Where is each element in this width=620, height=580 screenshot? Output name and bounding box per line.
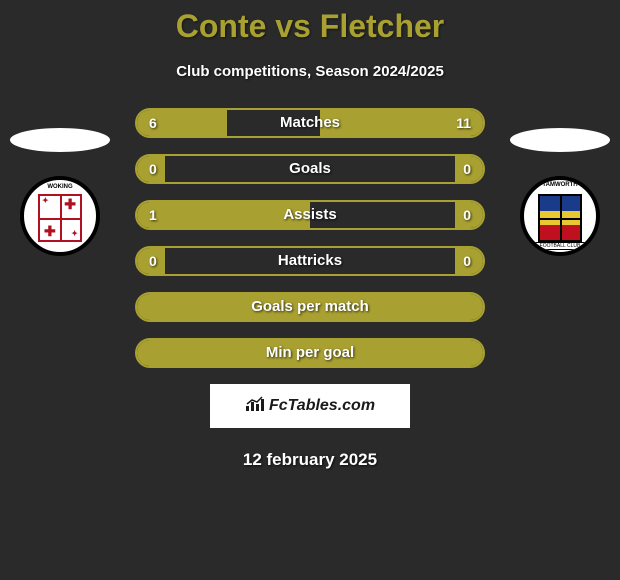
left-crest-label: WOKING — [24, 184, 96, 190]
crest-cross-icon: ✚ — [44, 223, 56, 240]
stat-label: Goals per match — [137, 294, 483, 320]
stat-value-right: 0 — [463, 202, 471, 228]
right-team-badge: TAMWORTH FOOTBALL CLUB — [510, 128, 610, 248]
stat-value-right: 11 — [456, 110, 471, 136]
stat-label: Hattricks — [137, 248, 483, 274]
right-crest-label: TAMWORTH — [524, 182, 596, 188]
subtitle: Club competitions, Season 2024/2025 — [0, 63, 620, 80]
stat-rows: Matches611Goals00Assists10Hattricks00Goa… — [135, 108, 485, 368]
stat-value-right: 0 — [463, 248, 471, 274]
stat-value-left: 0 — [149, 248, 157, 274]
crest-fleur-icon: ✦ — [42, 196, 49, 205]
fctables-badge: FcTables.com — [210, 384, 410, 428]
stat-label: Matches — [137, 110, 483, 136]
right-crest: TAMWORTH FOOTBALL CLUB — [520, 176, 600, 256]
stat-label: Assists — [137, 202, 483, 228]
stat-row: Goals per match — [135, 292, 485, 322]
date-label: 12 february 2025 — [0, 450, 620, 470]
stat-row: Goals0 0 — [135, 154, 485, 184]
fctables-label: FcTables.com — [269, 397, 375, 415]
right-crest-ribbon: FOOTBALL CLUB — [534, 242, 586, 250]
stat-row: Hattricks0 0 — [135, 246, 485, 276]
crest-fleur-icon: ✦ — [71, 229, 78, 238]
stat-label: Goals — [137, 156, 483, 182]
stat-value-left: 0 — [149, 156, 157, 182]
page-title: Conte vs Fletcher — [0, 0, 620, 45]
stat-value-left: 6 — [149, 110, 157, 136]
comparison-area: WOKING ✦ ✚ ✚ ✦ TAMWORTH FOOTBALL CLUB Ma… — [0, 108, 620, 368]
right-ellipse — [510, 128, 610, 152]
stat-label: Min per goal — [137, 340, 483, 366]
stat-row: Matches6 11 — [135, 108, 485, 138]
stat-row: Assists1 0 — [135, 200, 485, 230]
stat-value-left: 1 — [149, 202, 157, 228]
right-crest-shield — [538, 194, 582, 242]
left-team-badge: WOKING ✦ ✚ ✚ ✦ — [10, 128, 110, 248]
left-crest: WOKING ✦ ✚ ✚ ✦ — [20, 176, 100, 256]
stat-value-right: 0 — [463, 156, 471, 182]
crest-cross-icon: ✚ — [64, 196, 76, 213]
stat-row: Min per goal — [135, 338, 485, 368]
chart-icon — [245, 396, 265, 417]
left-ellipse — [10, 128, 110, 152]
